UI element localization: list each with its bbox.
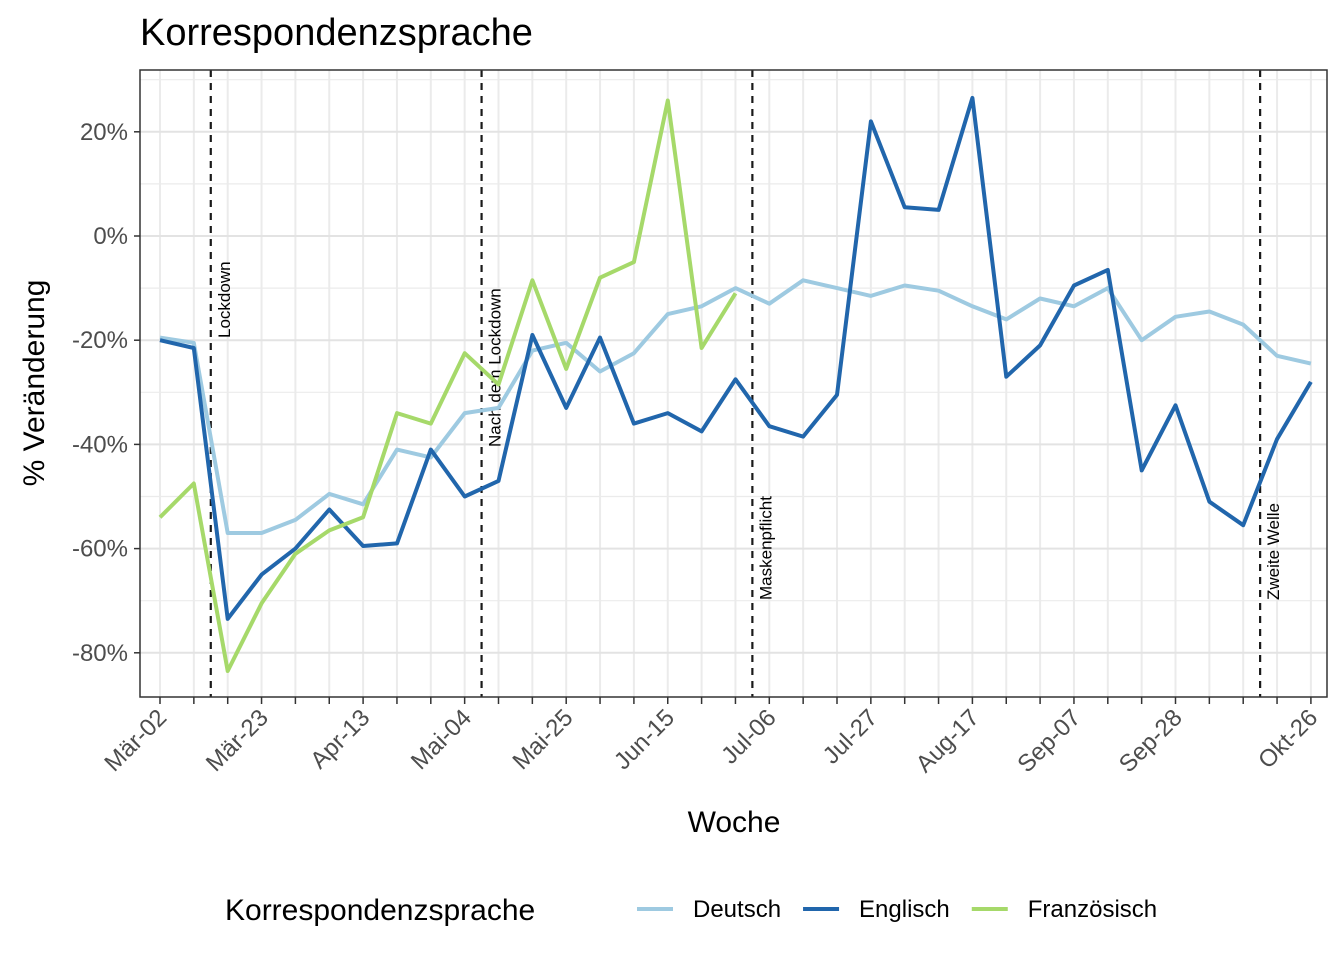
x-tick-label: Mär-02: [99, 704, 172, 777]
plot-panel: Lockdown Nach dem Lockdown Maskenpflicht Zw…: [139, 69, 1328, 698]
x-tick-label: Mai-04: [406, 704, 477, 775]
y-tick-label: -40%: [72, 431, 128, 458]
legend-label: Englisch: [859, 896, 950, 923]
event-label: Nach dem Lockdown: [486, 288, 505, 447]
x-tick-label: Okt-26: [1253, 704, 1323, 774]
chart-title: Korrespondenzsprache: [140, 12, 533, 54]
x-axis-title: Woche: [688, 806, 781, 839]
y-tick-label: -60%: [72, 536, 128, 563]
panel-border: [139, 69, 1328, 698]
x-tick-label: Aug-17: [911, 704, 985, 778]
x-tick-label: Apr-13: [305, 704, 375, 774]
x-tick-label: Mär-23: [201, 704, 274, 777]
y-tick-label: -80%: [72, 640, 128, 667]
legend: Korrespondenzsprache Deutsch Englisch Fran…: [225, 894, 1157, 927]
event-label: Zweite Welle: [1264, 503, 1283, 600]
legend-title: Korrespondenzsprache: [225, 894, 535, 927]
x-tick-label: Sep-07: [1012, 704, 1086, 778]
x-tick-label: Sep-28: [1114, 704, 1188, 778]
event-label: Maskenpflicht: [756, 496, 775, 600]
legend-label: Deutsch: [693, 896, 781, 923]
series-line-deutsch: [159, 278, 1312, 535]
x-tick-label: Jul-27: [818, 704, 883, 769]
x-tick-label: Jul-06: [716, 704, 781, 769]
legend-label: Französisch: [1028, 896, 1157, 923]
x-tick-label: Jun-15: [609, 704, 680, 775]
event-label: Lockdown: [215, 261, 234, 338]
y-tick-label: 0%: [93, 223, 128, 250]
series-line-französisch: [158, 98, 738, 673]
y-axis-title: % Veränderung: [18, 280, 51, 487]
y-tick-label: -20%: [72, 327, 128, 354]
x-tick-label: Mai-25: [507, 704, 578, 775]
y-tick-label: 20%: [80, 119, 128, 146]
series-line-englisch: [159, 95, 1313, 621]
